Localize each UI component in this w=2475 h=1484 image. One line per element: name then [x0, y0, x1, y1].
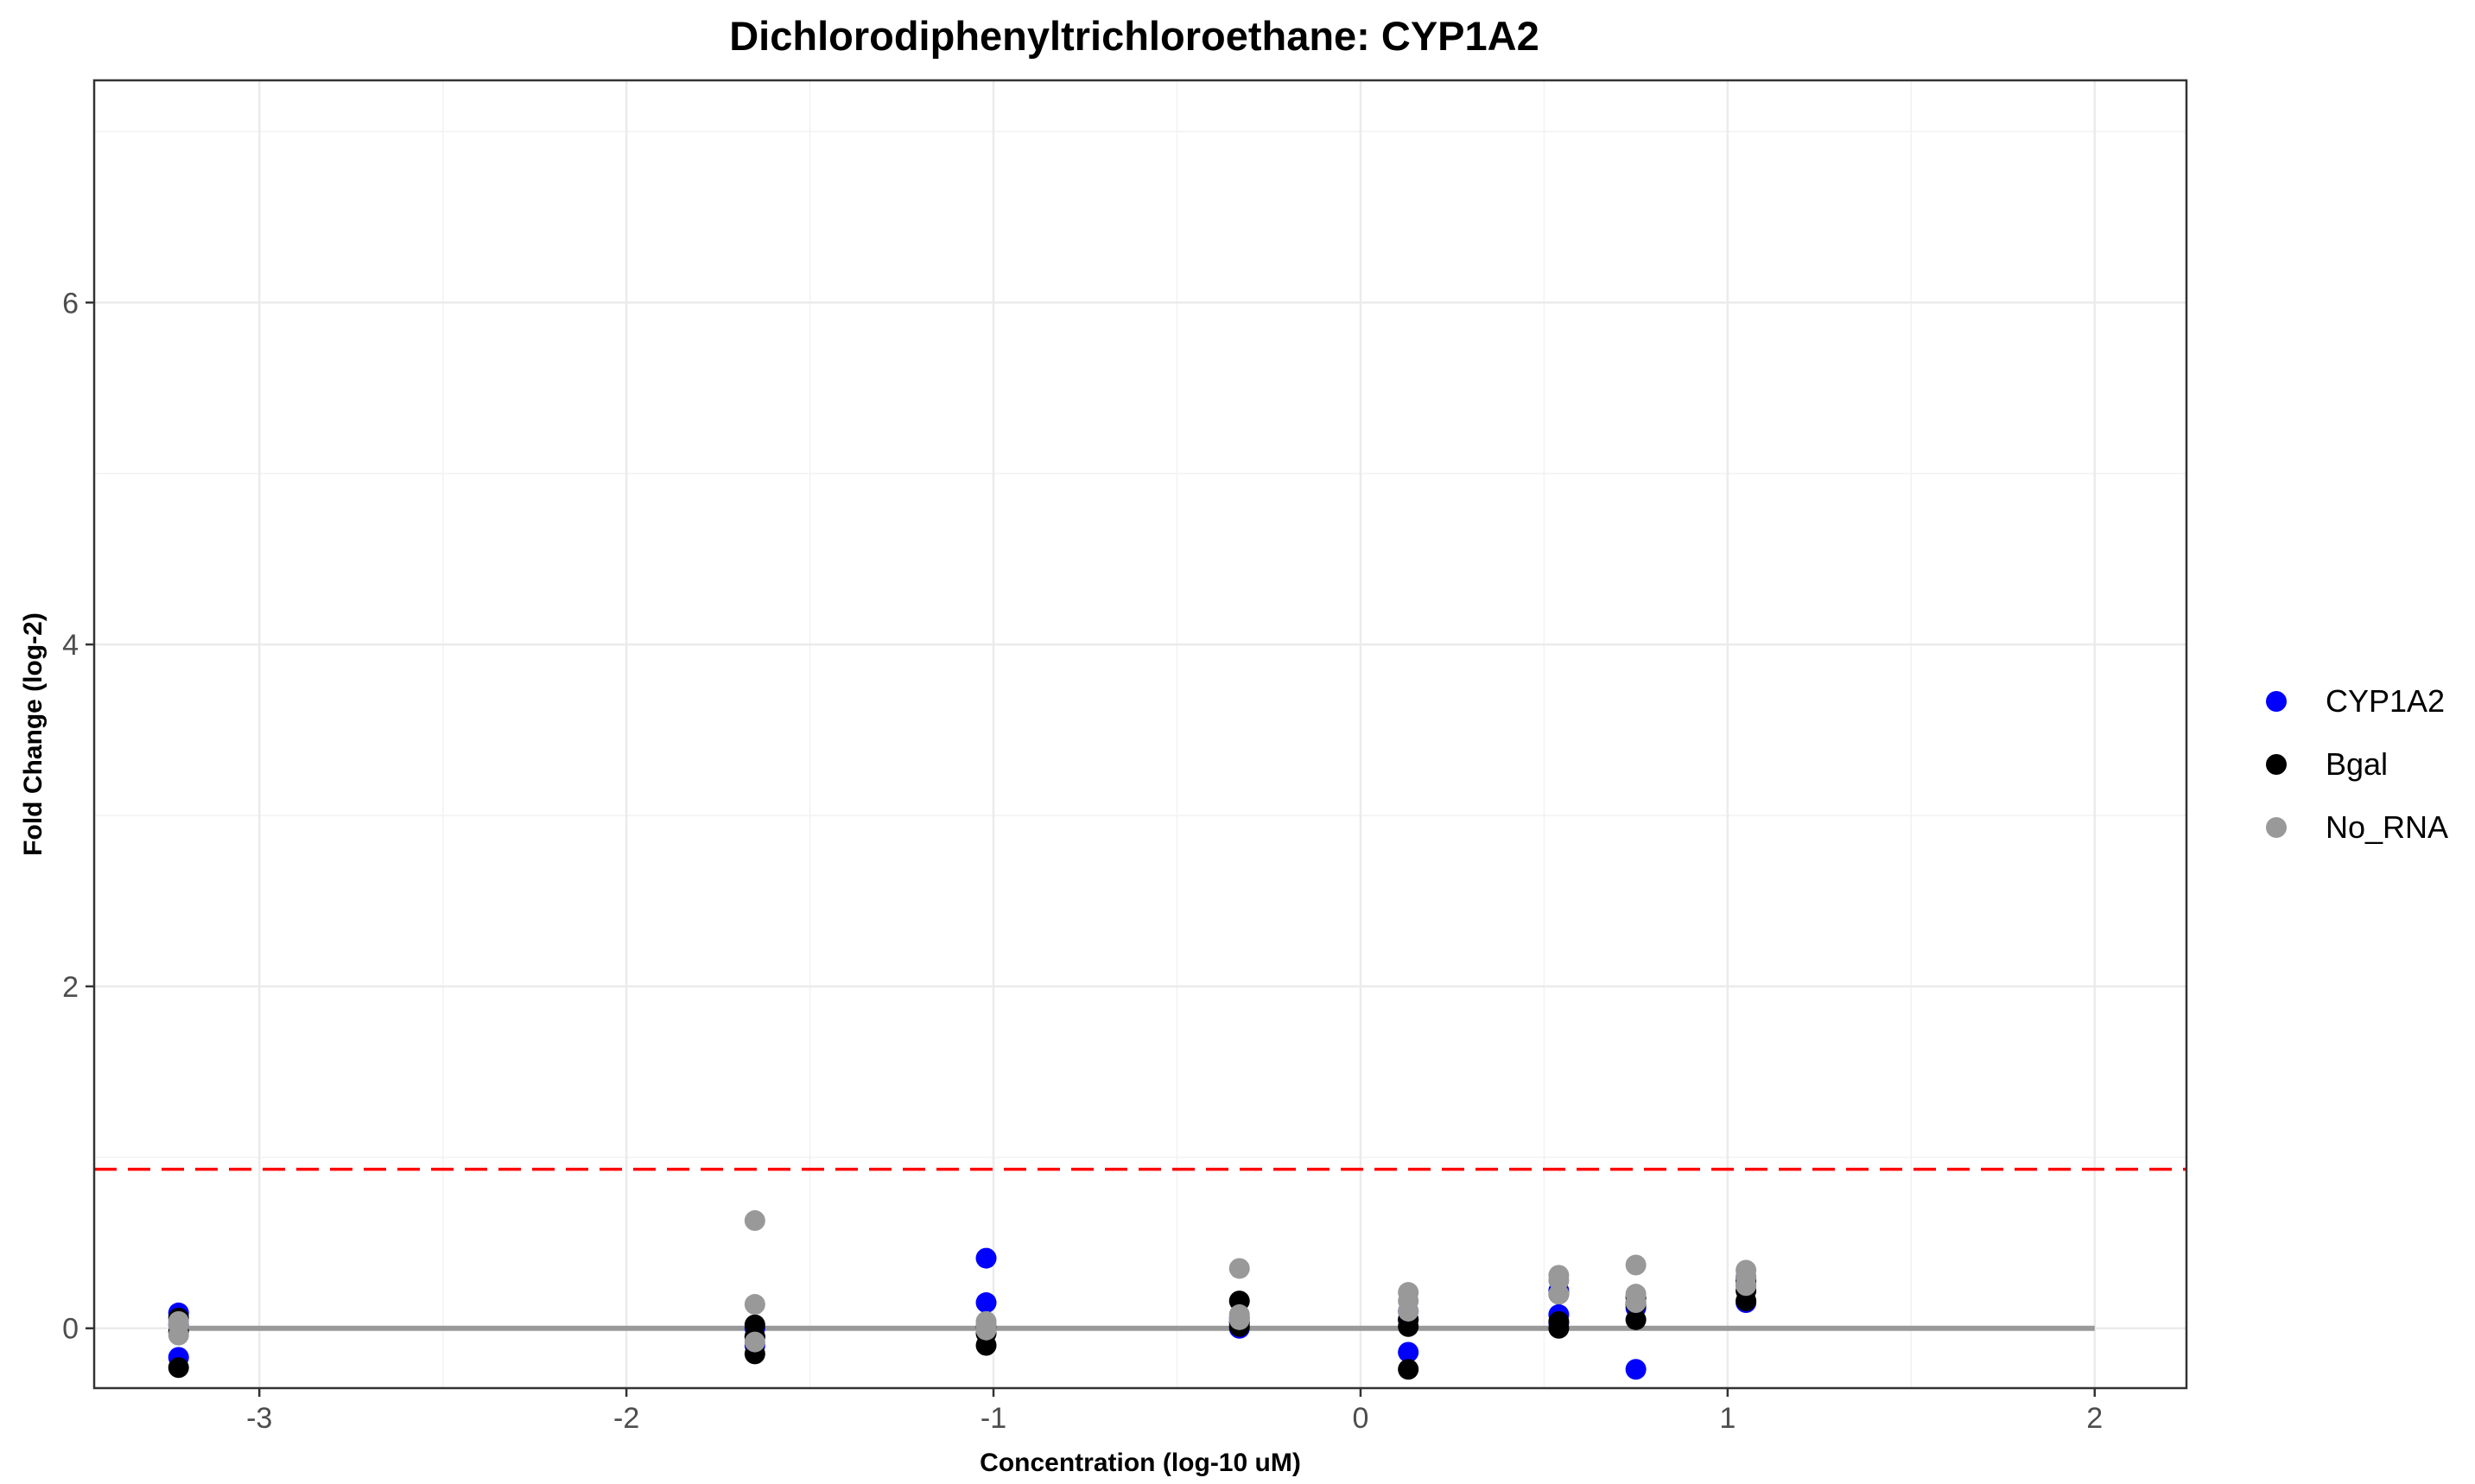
legend-label-no-rna: No_RNA [2326, 809, 2448, 845]
point-bgal [1398, 1359, 1419, 1380]
point-no-rna [744, 1210, 765, 1232]
point-no-rna [1548, 1284, 1570, 1305]
minor-gridlines [94, 80, 2186, 1388]
x-tick-label: 1 [1719, 1402, 1736, 1435]
y-tick-label: 4 [62, 629, 79, 662]
x-tick-label: -3 [246, 1402, 272, 1435]
point-no-rna [1228, 1258, 1250, 1279]
y-tick-label: 0 [62, 1313, 79, 1346]
reference-lines [94, 1167, 2186, 1331]
point-no-rna [1625, 1254, 1647, 1276]
y-axis-ticks: 0 2 4 6 [62, 287, 94, 1346]
point-no-rna [1228, 1303, 1250, 1325]
point-bgal [168, 1357, 189, 1379]
x-tick-label: 0 [1352, 1402, 1368, 1435]
point-no-rna [1625, 1292, 1647, 1314]
legend-label-cyp1a2: CYP1A2 [2326, 683, 2445, 719]
point-cyp1a2 [975, 1292, 997, 1314]
point-no-rna [744, 1331, 765, 1353]
x-axis-ticks: -3 -2 -1 0 1 2 [246, 1388, 2103, 1435]
legend-key-no-rna [2266, 817, 2287, 838]
x-axis-title: Concentration (log-10 uM) [980, 1449, 1301, 1477]
legend-label-bgal: Bgal [2326, 746, 2388, 782]
data-points [168, 1210, 1757, 1380]
point-no-rna [1736, 1275, 1757, 1297]
point-no-rna [744, 1294, 765, 1316]
point-cyp1a2 [1625, 1359, 1647, 1380]
legend: CYP1A2 Bgal No_RNA [2266, 683, 2448, 845]
y-tick-label: 6 [62, 287, 79, 320]
point-cyp1a2 [1398, 1341, 1419, 1363]
legend-key-cyp1a2 [2266, 691, 2287, 712]
x-tick-label: -2 [613, 1402, 639, 1435]
point-bgal [1548, 1310, 1570, 1332]
x-tick-label: -1 [980, 1402, 1006, 1435]
point-no-rna [168, 1310, 189, 1332]
point-no-rna [975, 1310, 997, 1332]
legend-key-bgal [2266, 754, 2287, 775]
point-no-rna [1398, 1300, 1419, 1322]
plot-panel-border [92, 79, 2188, 1390]
point-bgal [1625, 1309, 1647, 1330]
chart-title: Dichlorodiphenyltrichloroethane: CYP1A2 [729, 13, 1539, 59]
y-axis-title: Fold Change (log-2) [19, 612, 48, 856]
x-tick-label: 2 [2086, 1402, 2103, 1435]
point-cyp1a2 [975, 1247, 997, 1269]
y-tick-label: 2 [62, 971, 79, 1004]
